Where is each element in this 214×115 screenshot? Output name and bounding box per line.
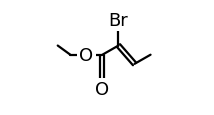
Text: O: O xyxy=(79,46,94,64)
Text: O: O xyxy=(95,80,110,98)
Text: Br: Br xyxy=(108,12,128,30)
